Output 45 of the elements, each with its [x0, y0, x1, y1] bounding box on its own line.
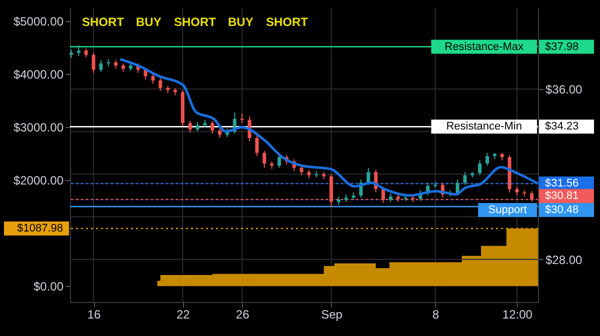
y2-tick-label: $36.00: [546, 82, 583, 96]
y-tick-label: $1087.98: [17, 222, 63, 234]
candlestick: [99, 60, 103, 72]
y-tick-label: $3000.00: [13, 120, 64, 135]
x-tick-label: Sep: [321, 308, 343, 322]
ref-line-label: Resistance-Min: [446, 120, 522, 133]
x-tick-label: 22: [176, 308, 190, 322]
x-tick-label: 26: [236, 308, 250, 322]
candlestick: [478, 160, 482, 176]
candlestick: [76, 44, 80, 56]
candlestick: [158, 78, 162, 92]
candlestick: [92, 52, 96, 74]
candlestick: [300, 165, 304, 176]
y2-tick-label: $31.56: [545, 178, 579, 190]
candlestick: [240, 112, 244, 124]
candlestick: [277, 153, 281, 168]
y2-tick-label: $34.23: [545, 120, 579, 133]
ref-line-label: Support: [488, 204, 527, 216]
annotation: SHORT: [82, 15, 125, 29]
y2-tick-label: $28.00: [546, 252, 583, 267]
y-tick-label: $0.00: [33, 280, 64, 294]
y-tick-label: $4000.00: [13, 68, 64, 82]
candlestick: [218, 128, 222, 138]
annotation: SHORT: [266, 15, 309, 29]
y2-tick-label: $30.81: [545, 190, 579, 202]
x-tick-label: 8: [432, 308, 440, 322]
candlestick: [196, 121, 200, 132]
candlestick: [485, 152, 489, 166]
candlestick: [151, 74, 155, 84]
candlestick: [463, 172, 467, 186]
candlestick: [366, 167, 370, 186]
ref-line-label: Resistance-Max: [444, 40, 524, 53]
y-tick-label: $5000.00: [13, 14, 64, 29]
annotation: SHORT: [174, 15, 217, 29]
candlestick: [255, 135, 259, 157]
candlestick: [188, 120, 192, 134]
x-tick-label: 12:00: [502, 308, 533, 322]
candlestick: [262, 150, 266, 168]
annotation: BUY: [136, 15, 162, 29]
x-tick-label: 16: [87, 308, 102, 322]
y2-tick-label: $37.98: [545, 40, 579, 53]
y2-tick-label: $30.48: [545, 204, 579, 216]
annotation: BUY: [228, 15, 254, 29]
candlestick: [210, 120, 214, 134]
y-tick-label: $2000.00: [13, 174, 64, 188]
